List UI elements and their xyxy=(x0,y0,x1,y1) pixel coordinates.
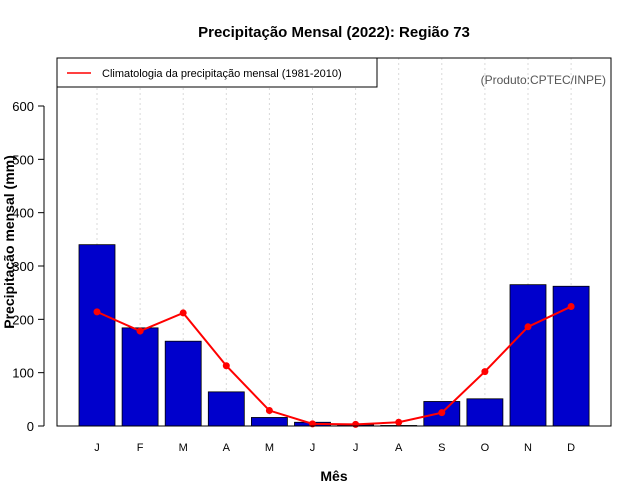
bar-3 xyxy=(207,391,245,427)
climatology-point-11 xyxy=(567,303,575,311)
legend: Climatologia da precipitação mensal (198… xyxy=(56,57,378,88)
x-tick-label-6: J xyxy=(353,442,359,454)
climatology-point-6 xyxy=(352,420,360,428)
y-axis-label: Precipitação mensal (mm) xyxy=(1,155,17,329)
climatology-line xyxy=(96,305,572,426)
y-tick-label-0: 0 xyxy=(27,419,34,434)
x-axis-label: Mês xyxy=(320,468,347,484)
chart-title: Precipitação Mensal (2022): Região 73 xyxy=(198,24,470,41)
bar-9 xyxy=(466,398,504,427)
y-tick-label-2: 200 xyxy=(12,312,34,327)
source-annotation: (Produto:CPTEC/INPE) xyxy=(481,73,606,87)
x-tick-label-2: M xyxy=(179,442,188,454)
bar-2 xyxy=(164,340,202,427)
bar-1 xyxy=(121,327,159,427)
y-tick-label-5: 500 xyxy=(12,152,34,167)
y-tick-label-4: 400 xyxy=(12,206,34,221)
x-tick-label-0: J xyxy=(94,442,100,454)
climatology-point-8 xyxy=(438,409,446,417)
bar-10 xyxy=(509,284,547,427)
x-tick-label-5: J xyxy=(310,442,316,454)
legend-entry-climatology: Climatologia da precipitação mensal (198… xyxy=(102,68,342,80)
legend-box xyxy=(56,57,378,88)
climatology-point-3 xyxy=(222,362,230,370)
climatology-point-4 xyxy=(265,407,273,415)
climatology-point-9 xyxy=(481,368,489,376)
y-tick-label-6: 600 xyxy=(12,99,34,114)
x-tick-label-9: O xyxy=(481,442,490,454)
x-tick-label-11: D xyxy=(567,442,575,454)
x-tick-label-3: A xyxy=(223,442,231,454)
climatology-point-10 xyxy=(524,323,532,331)
bar-4 xyxy=(250,417,288,427)
climatology-point-2 xyxy=(179,309,187,317)
y-tick-label-1: 100 xyxy=(12,366,34,381)
climatology-point-0 xyxy=(93,308,101,316)
x-tick-label-10: N xyxy=(524,442,532,454)
climatology-point-1 xyxy=(136,327,144,335)
bar-0 xyxy=(78,244,116,427)
y-tick-label-3: 300 xyxy=(12,259,34,274)
y-axis: 0 100 200 300 400 500 600 xyxy=(12,99,45,434)
climatology-point-7 xyxy=(395,418,403,426)
bar-series xyxy=(78,244,590,427)
x-tick-label-1: F xyxy=(137,442,144,454)
climatology-series xyxy=(93,303,575,428)
x-tick-label-4: M xyxy=(265,442,274,454)
x-tick-label-7: A xyxy=(395,442,403,454)
x-tick-label-8: S xyxy=(438,442,445,454)
